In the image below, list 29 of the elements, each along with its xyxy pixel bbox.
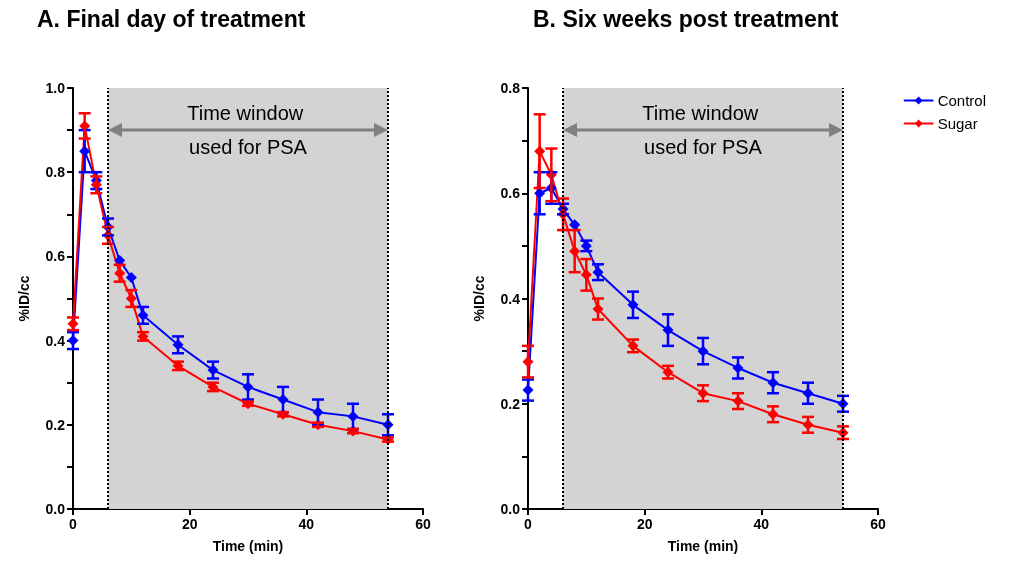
y-tick-label: 0.8	[45, 164, 66, 181]
y-tick-label: 0.0	[500, 501, 521, 517]
y-tick-label: 1.0	[45, 80, 66, 96]
x-tick-label: 40	[298, 516, 315, 532]
y-tick-label: 0.0	[45, 501, 66, 517]
y-axis-title: %ID/cc	[471, 275, 487, 322]
legend-label: Sugar	[937, 115, 978, 132]
x-tick-label: 60	[870, 516, 886, 532]
x-axis-title: Time (min)	[212, 538, 284, 554]
x-tick-label: 40	[753, 516, 770, 532]
y-tick-label: 0.8	[500, 80, 521, 96]
x-tick-label: 0	[69, 516, 78, 532]
x-axis-title: Time (min)	[667, 538, 739, 554]
y-tick-label: 0.2	[45, 416, 66, 433]
y-tick-label: 0.4	[500, 290, 521, 307]
chart-title: A. Final day of treatment	[37, 5, 306, 32]
y-tick-label: 0.2	[500, 395, 521, 412]
band-label: Time window used for PSA	[187, 102, 309, 158]
y-tick-label: 0.4	[45, 332, 66, 349]
y-axis-title: %ID/cc	[16, 275, 32, 322]
y-tick-label: 0.6	[500, 185, 521, 202]
chart-title: B. Six weeks post treatment	[533, 5, 839, 32]
x-tick-label: 60	[415, 516, 431, 532]
band-label: Time window used for PSA	[642, 102, 764, 158]
y-tick-label: 0.6	[45, 248, 66, 265]
legend-label: Control	[937, 92, 986, 109]
x-tick-label: 0	[524, 516, 533, 532]
x-tick-label: 20	[636, 516, 653, 532]
x-tick-label: 20	[181, 516, 198, 532]
